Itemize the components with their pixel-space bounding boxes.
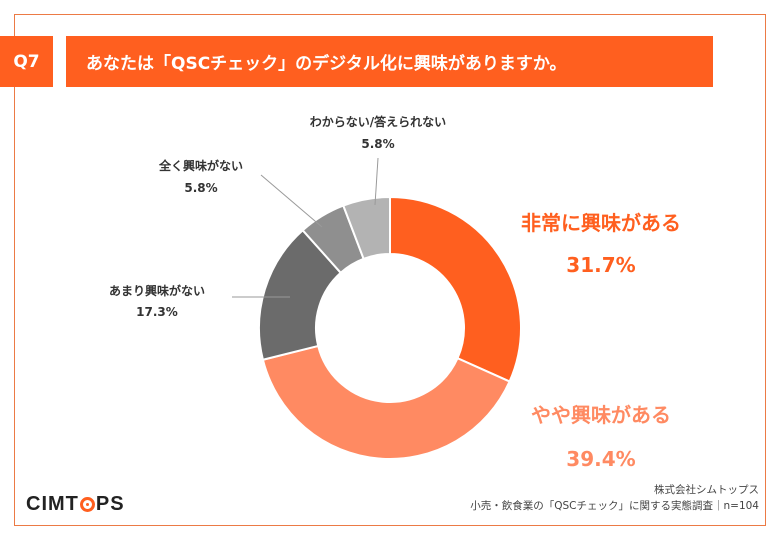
slice-label-4: わからない/答えられない bbox=[310, 114, 446, 129]
slice-value-1: 39.4% bbox=[566, 447, 635, 471]
logo-text-right: PS bbox=[95, 493, 125, 515]
slice-label-1: やや興味がある bbox=[531, 403, 671, 427]
company-name: 株式会社シムトップス bbox=[654, 484, 759, 496]
slice-label-3: 全く興味がない bbox=[158, 158, 243, 173]
cimtops-logo: CIMT PS bbox=[26, 493, 125, 516]
slice-1 bbox=[261, 344, 511, 460]
slice-0 bbox=[389, 195, 522, 383]
slice-label-2: あまり興味がない bbox=[109, 283, 205, 298]
leader-line-3 bbox=[260, 174, 323, 228]
slice-value-4: 5.8% bbox=[361, 137, 394, 151]
slice-value-0: 31.7% bbox=[566, 253, 635, 277]
survey-name: 小売・飲食業の「QSCチェック」に関する実態調査｜n=104 bbox=[470, 500, 759, 512]
logo-o-icon bbox=[79, 497, 95, 512]
slice-label-0: 非常に興味がある bbox=[521, 211, 681, 235]
slice-value-2: 17.3% bbox=[136, 305, 178, 319]
question-badge: Q7 bbox=[0, 36, 53, 87]
leader-line-4 bbox=[374, 157, 379, 206]
slice-4 bbox=[342, 195, 391, 261]
outer-frame bbox=[14, 14, 766, 526]
logo-text-left: CIMT bbox=[26, 493, 79, 515]
question-title: あなたは「QSCチェック」のデジタル化に興味がありますか。 bbox=[66, 36, 713, 87]
slice-value-3: 5.8% bbox=[184, 181, 217, 195]
source-note: 株式会社シムトップス 小売・飲食業の「QSCチェック」に関する実態調査｜n=10… bbox=[470, 482, 759, 514]
